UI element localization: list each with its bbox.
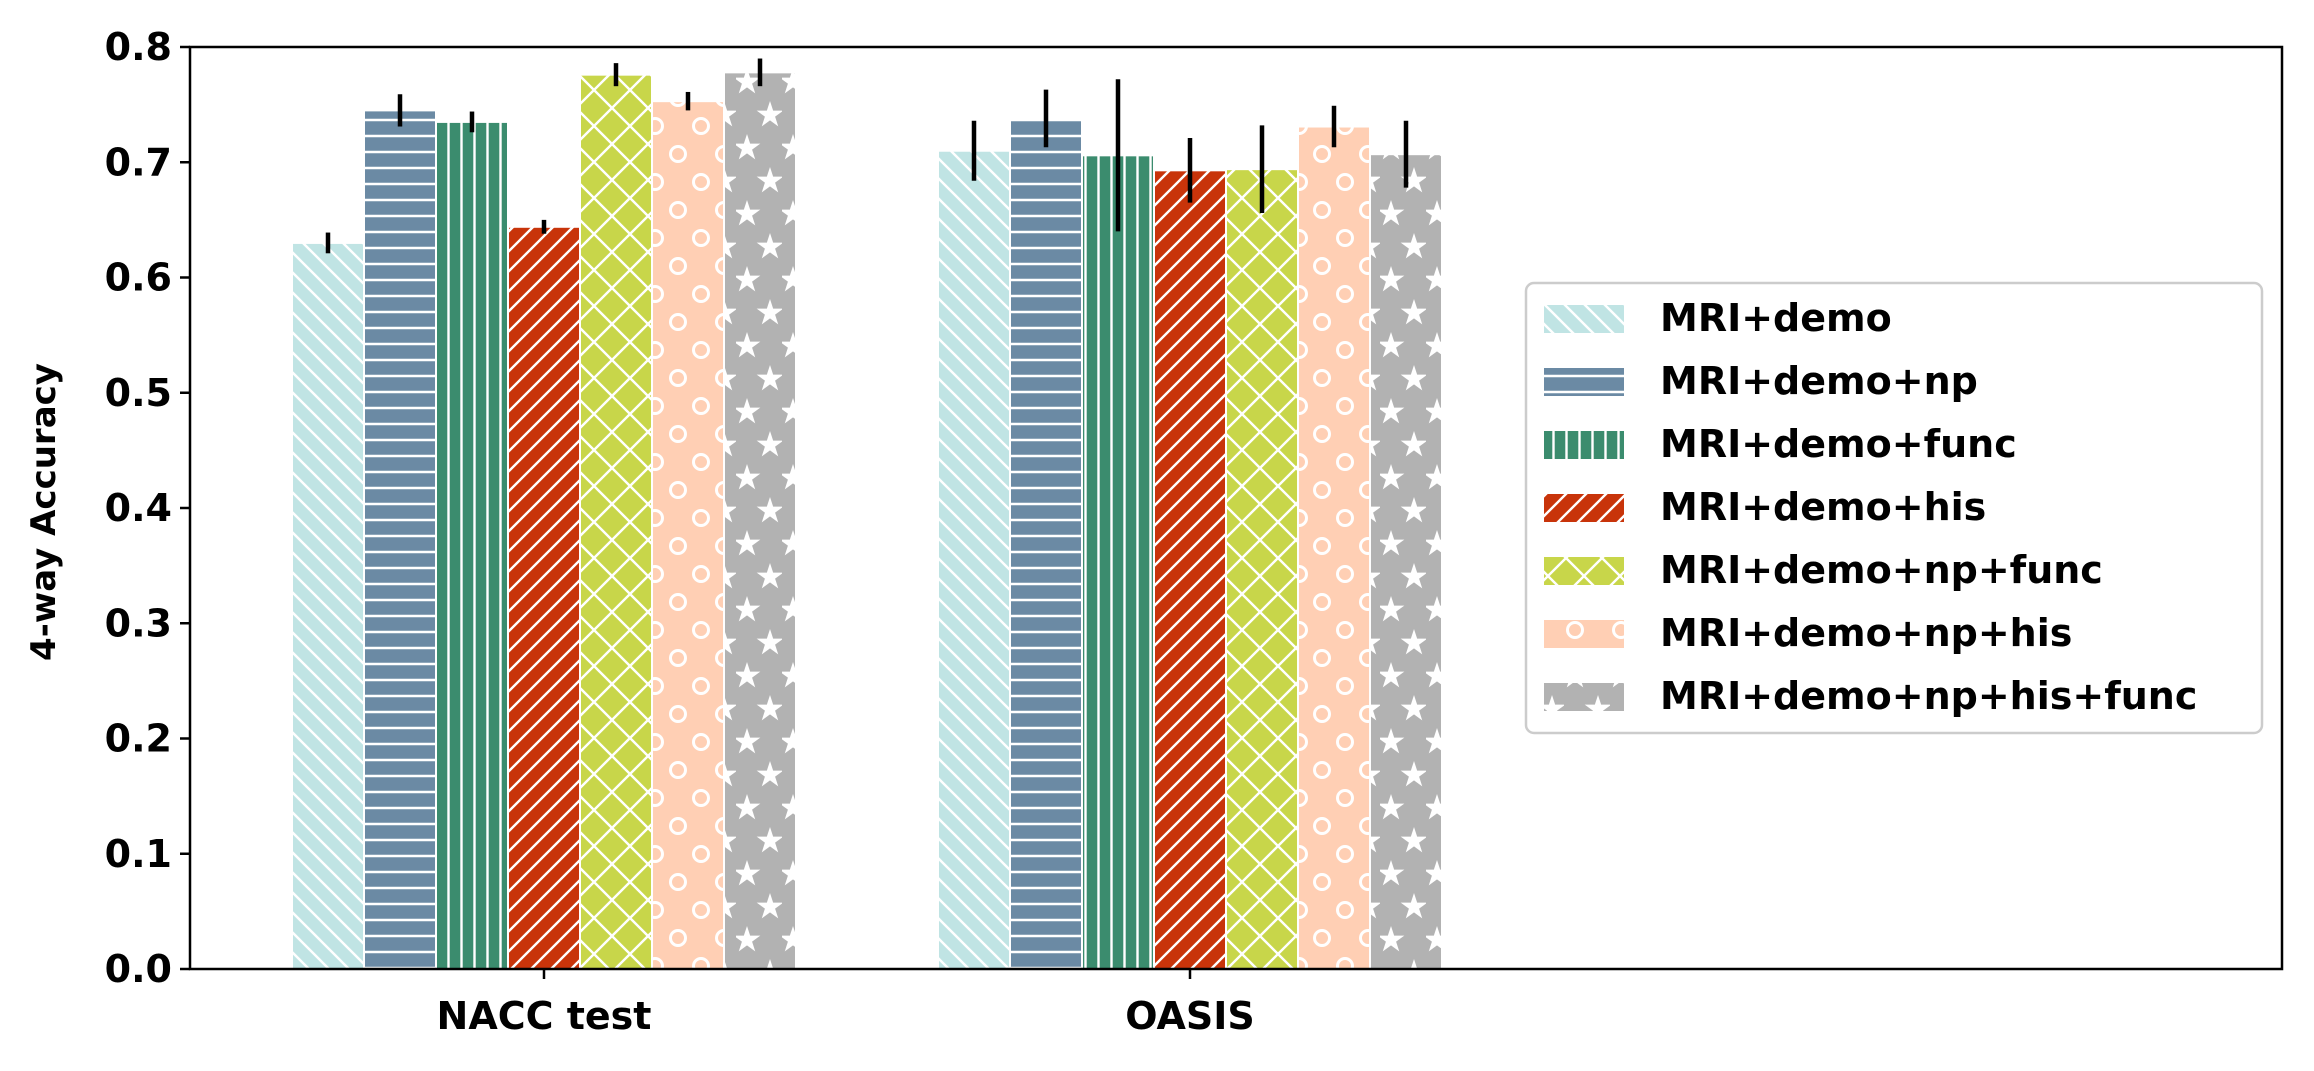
legend-label: MRI+demo+func (1660, 422, 2017, 466)
legend-swatch-hatch (1544, 368, 1624, 396)
bar-hatch-1-2 (1081, 154, 1155, 970)
legend-swatch-hatch (1544, 431, 1624, 459)
bar-hatch-0-4 (579, 73, 653, 971)
bar-hatch-0-2 (435, 120, 509, 971)
bar-hatch-1-6 (1369, 153, 1443, 970)
legend-frame (1524, 281, 2264, 735)
y-tick-label: 0.3 (105, 601, 172, 645)
legend-label: MRI+demo+his (1660, 485, 1986, 529)
y-tick-label: 0.0 (105, 947, 172, 991)
legend-label: MRI+demo+np+his+func (1660, 674, 2197, 718)
bar-hatch-1-0 (937, 149, 1011, 971)
y-axis-label: 4-way Accuracy (24, 363, 64, 661)
y-tick-label: 0.7 (105, 140, 172, 184)
y-tick-label: 0.4 (105, 486, 172, 530)
legend-swatch-hatch (1544, 305, 1624, 333)
bar-hatch-0-6 (723, 71, 797, 971)
legend-label: MRI+demo (1660, 296, 1892, 340)
y-tick-label: 0.5 (105, 371, 172, 415)
legend: MRI+demo MRI+demo+np MRI+demo+func MRI+demo… (1524, 281, 2264, 735)
x-tick-label: OASIS (1125, 994, 1255, 1038)
y-tick-label: 0.2 (105, 717, 172, 761)
y-tick-label: 0.8 (105, 25, 172, 69)
bar-hatch-1-1 (1009, 117, 1083, 970)
y-tick-label: 0.1 (105, 832, 172, 876)
legend-swatch-hatch (1544, 494, 1624, 522)
bar-hatch-0-3 (507, 225, 581, 971)
bar-hatch-0-0 (291, 241, 365, 971)
bar-hatch-0-1 (363, 109, 437, 970)
legend-label: MRI+demo+np (1660, 359, 1978, 403)
legend-swatch-hatch (1544, 620, 1624, 648)
legend-label: MRI+demo+np+his (1660, 611, 2072, 655)
x-tick-label: NACC test (437, 994, 652, 1038)
axes-layer: 0.0 0.1 0.2 0.3 0.4 0.5 0.6 0.7 0.8 NACC test OASI… (105, 25, 2284, 1038)
y-tick-label: 0.6 (105, 256, 172, 300)
bar-hatch-1-5 (1297, 125, 1371, 970)
bar-hatch-1-3 (1153, 169, 1227, 970)
legend-swatch-hatch (1544, 557, 1624, 585)
bar-hatch-0-5 (651, 100, 725, 971)
bars-layer (291, 58, 1443, 971)
bar-hatch-1-4 (1225, 168, 1299, 971)
legend-swatch-hatch (1544, 683, 1624, 711)
legend-label: MRI+demo+np+func (1660, 548, 2103, 592)
